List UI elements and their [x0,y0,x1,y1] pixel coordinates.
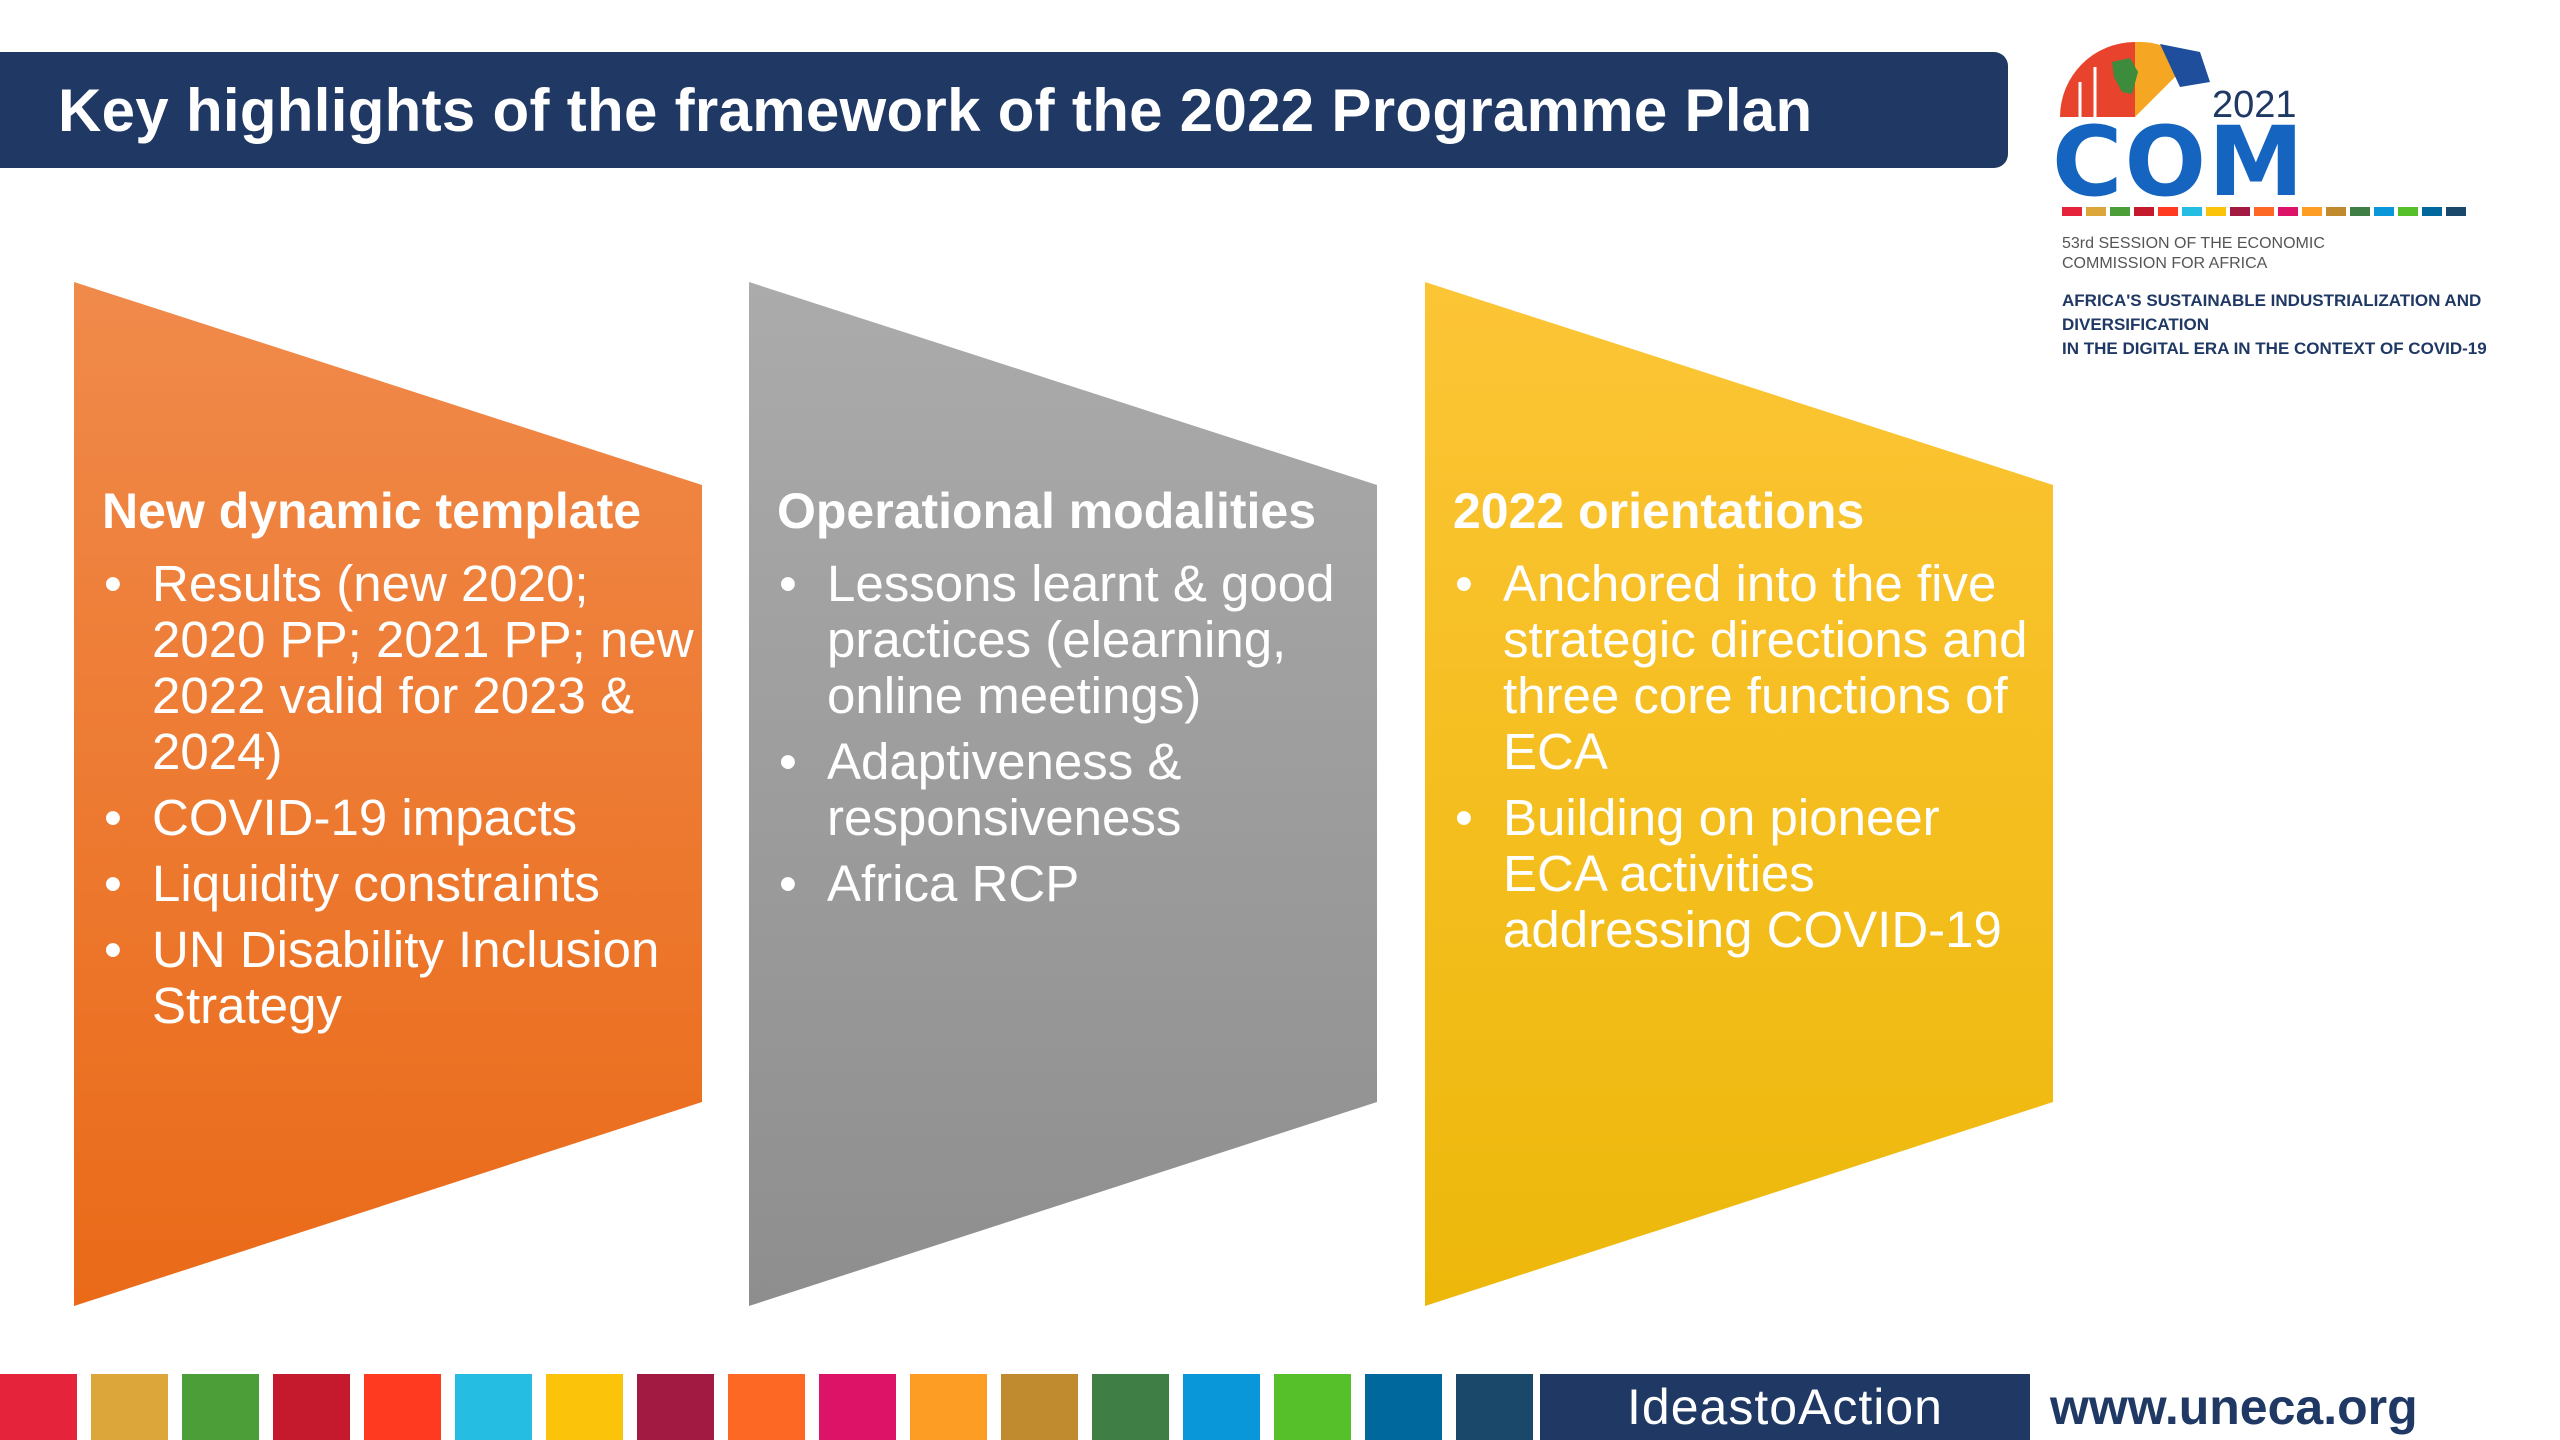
list-item: • COVID-19 impacts [104,789,578,846]
sdg-color-block [364,1374,441,1440]
sdg-color-block [910,1374,987,1440]
page-title: Key highlights of the framework of the 2… [58,76,1813,144]
sdg-color-block [91,1374,168,1440]
list-item: • UN Disability Inclusion Strategy [104,921,660,1034]
bullet-list: • Lessons learnt & good practices (elearn… [777,556,1377,912]
sdg-color-block [728,1374,805,1440]
bullet-list: • Results (new 2020; 2020 PP; 2021 PP; ne… [102,556,702,1034]
logo-theme-text: AFRICA'S SUSTAINABLE INDUSTRIALIZATION A… [2062,291,2487,358]
sdg-color-block [182,1374,259,1440]
sdg-color-block [819,1374,896,1440]
logo-name: COM [2052,106,2306,218]
logo-color-strip [2062,207,2466,216]
bullet-list: • Anchored into the five strategic direct… [1453,556,2053,958]
list-item: • Adaptiveness & responsiveness [779,733,1182,846]
logo-year: 2021 [2212,84,2297,126]
list-item: • Results (new 2020; 2020 PP; 2021 PP; ne… [104,555,694,780]
panel-shape [749,282,1377,1306]
website-link[interactable]: www.uneca.org [2050,1379,2418,1435]
com-2021-logo: 2021 COM 53rd SESSION OF THE ECONOMIC CO… [2050,22,2550,358]
sdg-color-block [546,1374,623,1440]
list-item: • Liquidity constraints [104,855,600,912]
sdg-color-block [455,1374,532,1440]
sdg-color-block [1092,1374,1169,1440]
sdg-color-block [1274,1374,1351,1440]
list-item: • Africa RCP [779,855,1080,912]
panel-heading: New dynamic template [102,483,642,539]
panel-shape [1425,282,2053,1306]
sdg-color-block [1001,1374,1078,1440]
panel-heading: Operational modalities [777,483,1317,539]
sdg-color-strip [0,1374,1533,1440]
panel-new-dynamic-template: New dynamic template • Results (new 2020;… [74,282,704,1306]
panel-operational-modalities: Operational modalities • Lessons learnt &… [749,282,1379,1306]
sdg-color-block [1183,1374,1260,1440]
panel-shape [74,282,702,1306]
sdg-color-block [1456,1374,1533,1440]
sdg-color-block [273,1374,350,1440]
sdg-color-block [637,1374,714,1440]
list-item: • Anchored into the five strategic direct… [1455,555,2028,780]
title-bar: Key highlights of the framework of the 2… [0,52,2008,168]
panel-2022-orientations: 2022 orientations • Anchored into the fiv… [1425,282,2055,1306]
list-item: • Building on pioneer ECA activities addr… [1455,789,2002,958]
africa-emblem-icon [2060,41,2210,118]
sdg-color-block [0,1374,77,1440]
list-item: • Lessons learnt & good practices (elearn… [779,555,1335,724]
ideas-to-action-banner: IdeastoAction [1540,1374,2030,1440]
panel-heading: 2022 orientations [1453,483,1865,539]
sdg-color-block [1365,1374,1442,1440]
footer: IdeastoAction www.uneca.org [0,1374,2560,1440]
logo-session-text: 53rd SESSION OF THE ECONOMIC COMMISSION … [2062,235,2325,272]
